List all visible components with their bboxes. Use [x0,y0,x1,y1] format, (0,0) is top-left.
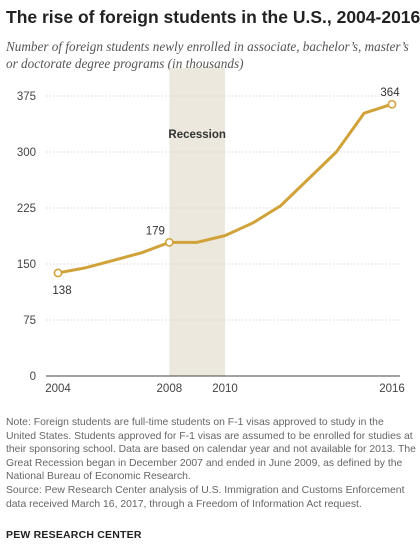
data-label: 364 [380,87,400,99]
brand-label: PEW RESEARCH CENTER [6,529,142,541]
y-tick-label: 375 [17,91,36,103]
y-tick-label: 0 [30,371,36,383]
line-chart: Recession 0 75 150 225 300 375 2004 2008 2010 2016… [17,68,405,395]
data-point-marker [164,237,174,247]
data-label: 138 [52,285,71,297]
data-label: 179 [146,225,165,237]
y-tick-label: 150 [17,259,36,271]
y-tick-label: 300 [17,147,36,159]
x-tick-label: 2008 [157,383,183,395]
source-text: Source: Pew Research Center analysis of … [6,484,405,510]
data-point-marker [387,99,397,109]
note-text: Note: Foreign students are full-time stu… [6,417,416,483]
data-point-marker [53,268,63,278]
y-tick-label: 75 [23,315,36,327]
chart-title: The rise of foreign students in the U.S.… [6,7,420,27]
recession-band [169,68,225,376]
series-line [56,102,394,275]
chart-notes: Note: Foreign students are full-time stu… [6,416,416,511]
x-tick-label: 2016 [379,383,405,395]
x-tick-label: 2004 [45,383,71,395]
chart-subtitle: Number of foreign students newly enrolle… [6,39,409,71]
x-tick-label: 2010 [212,383,238,395]
recession-label: Recession [168,129,226,141]
y-tick-label: 225 [17,203,36,215]
